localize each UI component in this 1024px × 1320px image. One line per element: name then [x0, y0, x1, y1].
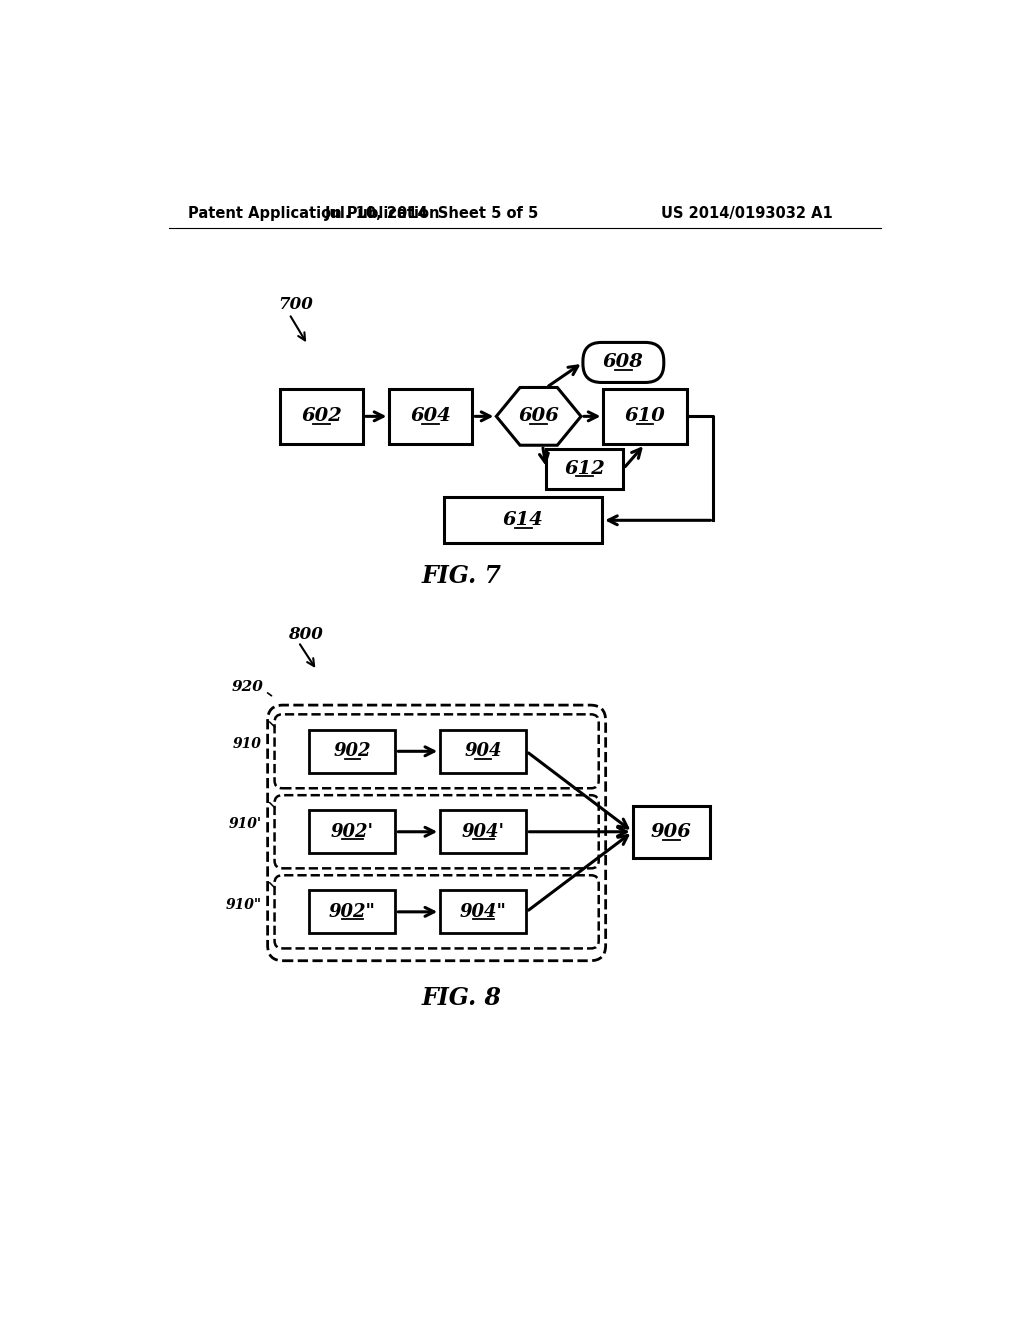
- Text: Patent Application Publication: Patent Application Publication: [188, 206, 440, 222]
- Polygon shape: [497, 388, 581, 445]
- Text: 606: 606: [518, 408, 559, 425]
- Text: 910: 910: [232, 737, 261, 751]
- Text: 604: 604: [411, 408, 452, 425]
- FancyBboxPatch shape: [274, 795, 599, 869]
- Bar: [440, 890, 526, 933]
- Text: US 2014/0193032 A1: US 2014/0193032 A1: [660, 206, 833, 222]
- FancyBboxPatch shape: [274, 875, 599, 949]
- Text: 602: 602: [301, 408, 342, 425]
- Bar: [633, 805, 710, 858]
- Bar: [280, 388, 364, 444]
- Text: 904: 904: [465, 742, 502, 760]
- FancyBboxPatch shape: [267, 705, 605, 961]
- FancyBboxPatch shape: [583, 342, 664, 383]
- Bar: [444, 498, 602, 544]
- Text: FIG. 8: FIG. 8: [422, 986, 502, 1010]
- Text: 800: 800: [289, 626, 324, 643]
- Text: 904': 904': [462, 822, 505, 841]
- Bar: [309, 730, 395, 774]
- Text: 612: 612: [564, 459, 605, 478]
- Text: FIG. 7: FIG. 7: [422, 564, 502, 587]
- Text: 614: 614: [503, 511, 544, 529]
- Text: 902": 902": [329, 903, 376, 921]
- Bar: [440, 730, 526, 774]
- Text: 910': 910': [228, 817, 261, 832]
- Bar: [309, 810, 395, 853]
- Bar: [547, 449, 624, 488]
- Text: 910": 910": [225, 898, 261, 912]
- Text: 700: 700: [279, 296, 313, 313]
- Text: 610: 610: [625, 408, 666, 425]
- Bar: [603, 388, 686, 444]
- Text: Jul. 10, 2014  Sheet 5 of 5: Jul. 10, 2014 Sheet 5 of 5: [326, 206, 540, 222]
- Bar: [309, 890, 395, 933]
- Text: 608: 608: [603, 354, 644, 371]
- Bar: [440, 810, 526, 853]
- FancyBboxPatch shape: [274, 714, 599, 788]
- Text: 904": 904": [460, 903, 507, 921]
- Text: 902': 902': [331, 822, 374, 841]
- Text: 906: 906: [650, 822, 691, 841]
- Text: 902: 902: [334, 742, 371, 760]
- Text: 920: 920: [231, 680, 264, 694]
- Bar: [389, 388, 472, 444]
